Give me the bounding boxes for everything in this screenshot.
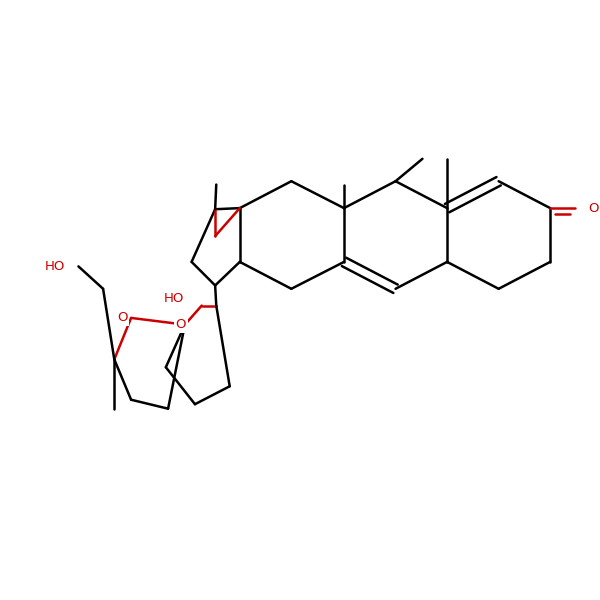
- Text: O: O: [117, 311, 128, 325]
- Text: O: O: [176, 318, 186, 331]
- Text: O: O: [588, 202, 599, 215]
- Text: HO: HO: [163, 292, 184, 305]
- Text: HO: HO: [44, 260, 65, 273]
